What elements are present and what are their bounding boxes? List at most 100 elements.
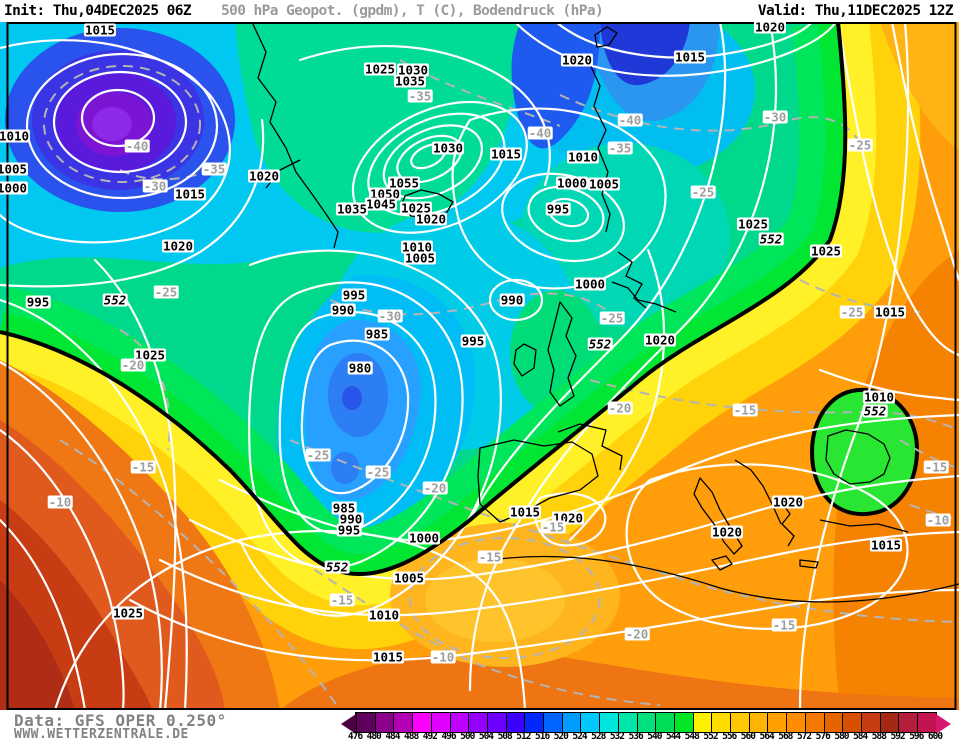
geopotential-552-label: 552 (862, 403, 888, 419)
geopotential-552-label: 552 (758, 231, 784, 247)
colorbar-cell (486, 713, 506, 732)
colorbar-cell (842, 713, 861, 732)
colorbar-cell (561, 713, 581, 732)
temperature-label: -40 (527, 125, 553, 141)
colorbar-tick-label: 512 (516, 731, 531, 742)
colorbar-cell (449, 713, 469, 732)
pressure-label: 1000 (0, 181, 29, 195)
pressure-label: 1020 (643, 332, 677, 348)
colorbar-cell (748, 713, 768, 732)
colorbar-tick-label: 504 (478, 731, 494, 742)
colorbar-cell (655, 713, 674, 732)
pressure-label: 1015 (869, 537, 903, 553)
pressure-label: 1010 (367, 607, 401, 623)
colorbar-tick-label: 592 (890, 731, 905, 742)
temperature-label: -30 (762, 109, 788, 125)
pressure-label: 1010 (400, 239, 434, 255)
temperature-label: -25 (365, 464, 391, 480)
pressure-label: 1005 (403, 250, 437, 266)
colorbar-tick-label: 584 (853, 731, 868, 742)
colorbar-cell (917, 713, 936, 732)
pressure-label: 1020 (247, 168, 281, 184)
colorbar-tick-label: 528 (591, 731, 606, 742)
pressure-label: 1030 (431, 140, 465, 156)
pressure-label: 990 (330, 302, 356, 318)
temperature-label: -30 (142, 178, 168, 194)
pressure-label: 1025 (363, 61, 397, 77)
pressure-label: 1045 (364, 196, 398, 212)
geopotential-552-label: 552 (102, 292, 128, 308)
pressure-label: 1015 (371, 649, 405, 665)
colorbar-cell (412, 713, 431, 732)
temperature-label: -25 (690, 184, 716, 200)
chart-title: 500 hPa Geopot. (gpdm), T (C), Bodendruc… (220, 3, 604, 19)
pressure-label: 1015 (83, 22, 117, 38)
pressure-label: 1015 (508, 504, 542, 520)
colorbar-tick-label: 536 (628, 731, 644, 742)
pressure-label: 1015 (173, 186, 207, 202)
pressure-label: 1015 (489, 146, 523, 162)
colorbar-tick-label: 596 (909, 731, 924, 742)
colorbar (341, 712, 951, 734)
pressure-label: 1020 (161, 238, 195, 254)
colorbar-tick-label: 556 (722, 731, 737, 742)
pressure-label: 995 (336, 522, 362, 538)
pressure-label: 995 (545, 201, 571, 217)
pressure-label: 1020 (414, 211, 448, 227)
colorbar-tick-label: 548 (684, 731, 700, 742)
pressure-label: 1020 (771, 494, 805, 510)
colorbar-right-arrow (936, 714, 951, 734)
website-label: WWW.WETTERZENTRALE.DE (14, 727, 189, 742)
colorbar-cell (374, 713, 394, 732)
pressure-label: 1010 (566, 149, 600, 165)
colorbar-cell (543, 713, 562, 732)
pressure-label: 995 (460, 333, 486, 349)
pressure-label: 1035 (335, 201, 369, 217)
temperature-label: -35 (407, 88, 433, 104)
map-frame (6, 22, 957, 710)
colorbar-tick-label: 524 (572, 731, 587, 742)
colorbar-cell (692, 713, 712, 732)
pressure-label: 1015 (873, 304, 907, 320)
pressure-label: 1025 (133, 347, 167, 363)
colorbar-tick-label: 520 (553, 731, 569, 742)
colorbar-cell (580, 713, 600, 732)
temperature-label: -30 (377, 308, 403, 324)
temperature-label: -25 (839, 304, 865, 320)
map-label-layer: 1015 1010 1005 1000 995 1015 1020 1020 1025 1030 1… (0, 20, 951, 665)
temperature-label: -25 (847, 137, 873, 153)
colorbar-cell (430, 713, 450, 732)
contour-552-thick (0, 21, 848, 577)
colorbar-tick-label: 484 (385, 731, 400, 742)
temperature-label: -15 (732, 402, 758, 418)
colorbar-tick-label: 552 (703, 731, 718, 742)
colorbar-tick-label: 544 (665, 731, 681, 742)
colorbar-tick-label: 532 (609, 731, 625, 742)
weather-map: 1015 1010 1005 1000 995 1015 1020 1020 1025 1030 1… (0, 2, 959, 710)
colorbar-left-arrow (341, 714, 356, 734)
pressure-label: 1010 (0, 129, 31, 143)
colorbar-tick-label: 496 (441, 731, 456, 742)
colorbar-cell (599, 713, 618, 732)
temperature-label: -15 (923, 459, 949, 475)
colorbar-tick-label: 480 (366, 731, 382, 742)
temperature-label: -25 (599, 310, 625, 326)
colorbar-cell (524, 713, 544, 732)
colorbar-cell (804, 713, 824, 732)
valid-time-label: Valid: Thu,11DEC2025 12Z (757, 3, 954, 19)
colorbar-tick-label: 576 (815, 731, 831, 742)
colorbar-tick-label: 508 (497, 731, 513, 742)
temperature-label: -35 (607, 140, 633, 156)
colorbar-cell (505, 713, 525, 732)
temperature-label: -10 (925, 512, 951, 528)
pressure-label: 1015 (673, 49, 707, 65)
colorbar-tick-label: 500 (460, 731, 475, 742)
pressure-label: 1000 (573, 276, 607, 292)
temperature-label: -20 (607, 400, 633, 416)
colorbar-tick-label: 540 (647, 731, 662, 742)
pressure-label: 1055 (387, 175, 421, 191)
pressure-label: 1020 (710, 524, 744, 540)
pressure-label: 985 (331, 500, 357, 516)
colorbar-tick-label: 580 (834, 731, 849, 742)
temperature-label: -25 (305, 447, 331, 463)
